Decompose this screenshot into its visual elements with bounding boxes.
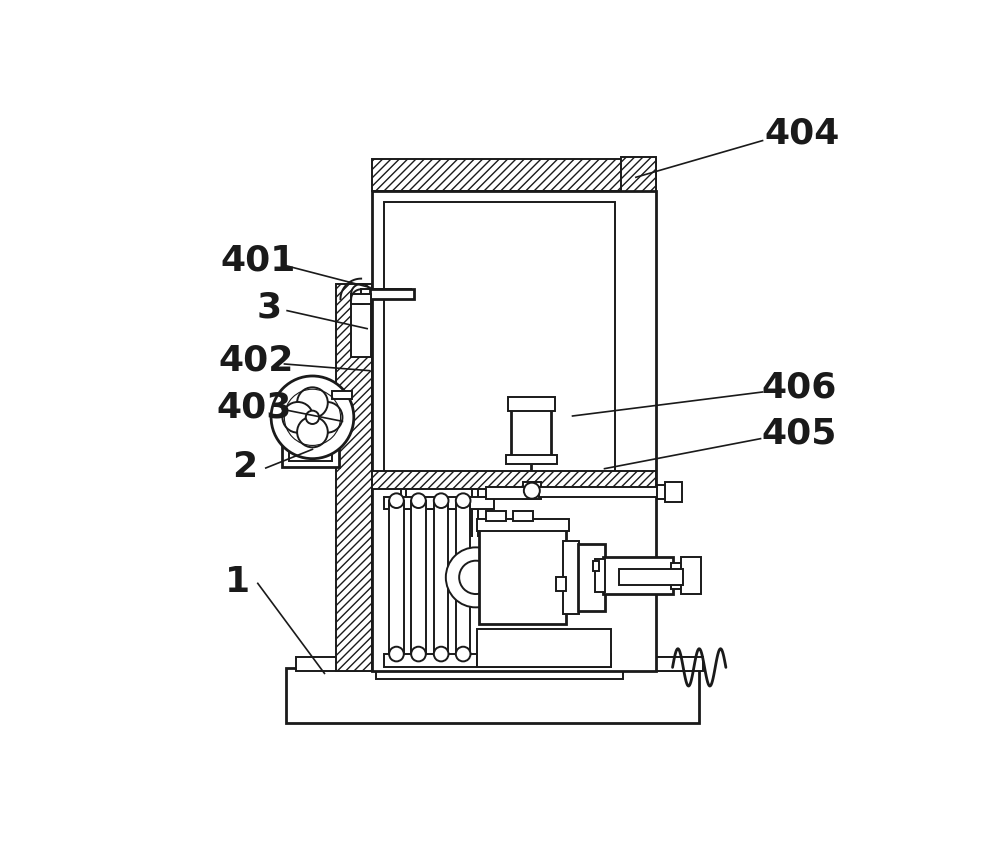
Text: 3: 3 [257, 290, 282, 324]
Text: 404: 404 [765, 117, 840, 151]
Bar [563, 540, 579, 614]
Text: 401: 401 [220, 243, 295, 278]
Circle shape [314, 426, 324, 436]
Bar [539, 487, 659, 497]
Circle shape [306, 410, 319, 424]
Circle shape [456, 647, 470, 662]
Bar [595, 559, 605, 592]
Bar [336, 284, 373, 670]
Circle shape [282, 402, 313, 433]
Text: 2: 2 [232, 450, 257, 484]
Bar [372, 191, 656, 484]
Bar [282, 394, 339, 468]
Bar [578, 544, 605, 611]
Bar [593, 657, 703, 670]
Bar [486, 511, 506, 520]
Bar [376, 668, 623, 680]
Bar [681, 558, 701, 594]
Bar [372, 158, 656, 191]
Circle shape [297, 387, 328, 418]
Bar [506, 455, 557, 464]
Text: 403: 403 [216, 391, 291, 424]
Bar [372, 470, 656, 489]
Bar [296, 657, 689, 670]
Circle shape [434, 647, 448, 662]
Bar [508, 397, 555, 410]
Circle shape [351, 284, 371, 304]
Circle shape [446, 547, 506, 607]
Bar [671, 563, 683, 590]
Bar [477, 654, 611, 668]
Text: 1: 1 [225, 565, 250, 599]
Bar [512, 511, 533, 520]
Circle shape [411, 494, 426, 508]
Bar [486, 487, 531, 499]
Bar [384, 202, 615, 472]
Bar [619, 569, 683, 585]
Bar [479, 527, 566, 624]
Circle shape [297, 417, 328, 448]
Circle shape [434, 494, 448, 508]
Circle shape [389, 647, 404, 662]
Bar [556, 578, 566, 591]
Circle shape [389, 494, 404, 508]
Bar [603, 558, 673, 594]
Bar [289, 401, 332, 461]
Bar [361, 288, 394, 300]
Circle shape [271, 376, 354, 459]
Bar [657, 485, 667, 500]
Circle shape [459, 560, 492, 594]
Bar [665, 482, 682, 502]
Bar [384, 654, 494, 668]
Bar [511, 410, 551, 456]
Bar [384, 497, 494, 508]
Circle shape [456, 494, 470, 508]
Bar [621, 158, 656, 484]
Bar [286, 668, 699, 723]
Bar [523, 482, 541, 499]
Circle shape [411, 647, 426, 662]
Text: 406: 406 [762, 371, 837, 404]
Text: 402: 402 [218, 344, 293, 378]
Bar [477, 519, 569, 531]
Bar [593, 560, 599, 571]
Bar [434, 501, 448, 654]
Circle shape [524, 482, 540, 499]
Bar [389, 501, 404, 654]
Bar [372, 488, 656, 670]
Text: 405: 405 [762, 417, 837, 451]
Bar [477, 629, 611, 668]
Bar [351, 294, 371, 304]
Circle shape [312, 402, 342, 433]
Bar [370, 288, 414, 300]
Bar [456, 501, 470, 654]
Bar [332, 391, 352, 399]
Bar [351, 294, 371, 358]
Bar [411, 501, 426, 654]
